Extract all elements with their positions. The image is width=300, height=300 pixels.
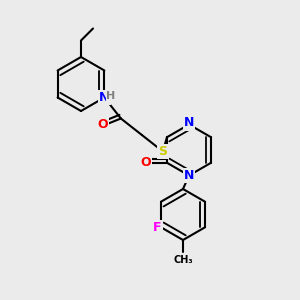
- Text: CH₃: CH₃: [173, 255, 193, 265]
- Text: H: H: [106, 91, 116, 101]
- Text: O: O: [141, 156, 151, 169]
- Text: N: N: [99, 91, 110, 104]
- Text: N: N: [184, 169, 194, 182]
- Text: O: O: [97, 118, 108, 131]
- Text: F: F: [153, 221, 162, 234]
- Text: N: N: [184, 116, 194, 130]
- Text: S: S: [158, 145, 167, 158]
